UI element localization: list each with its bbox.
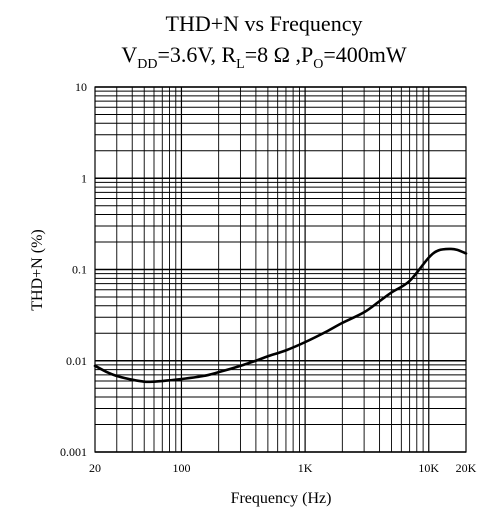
y-tick-labels: 10 1 0.1 0.01 0.001 [60, 80, 87, 459]
y-tick-label: 0.001 [60, 445, 87, 459]
x-tick-labels: 20 100 1K 10K 20K [89, 461, 477, 475]
x-tick-label: 1K [298, 461, 313, 475]
x-axis-label: Frequency (Hz) [231, 490, 332, 507]
x-tick-label: 20 [89, 461, 101, 475]
subtitle-po-sub: O [313, 57, 323, 72]
y-tick-label: 0.1 [72, 263, 87, 277]
x-tick-label: 20K [456, 461, 477, 475]
subtitle-vdd-prefix: V [121, 42, 137, 67]
chart-subtitle: VDD=3.6V, RL=8 Ω ,PO=400mW [121, 42, 406, 72]
y-axis-label: THD+N (%) [29, 229, 46, 310]
x-tick-label: 10K [418, 461, 439, 475]
y-tick-label: 0.01 [66, 354, 87, 368]
y-tick-label: 1 [81, 171, 87, 185]
chart-title: THD+N vs Frequency [166, 11, 363, 36]
thd-n-curve [93, 247, 468, 384]
subtitle-po-value: =400mW [323, 42, 407, 67]
subtitle-rl-value: =8 Ω ,P [245, 42, 314, 67]
plot-frame [94, 86, 467, 453]
y-tick-label: 10 [75, 80, 87, 94]
subtitle-vdd-value: =3.6V, R [158, 42, 237, 67]
x-tick-label: 100 [172, 461, 190, 475]
plot-area [93, 86, 468, 453]
subtitle-rl-sub: L [236, 57, 245, 72]
subtitle-vdd-sub: DD [137, 57, 157, 72]
